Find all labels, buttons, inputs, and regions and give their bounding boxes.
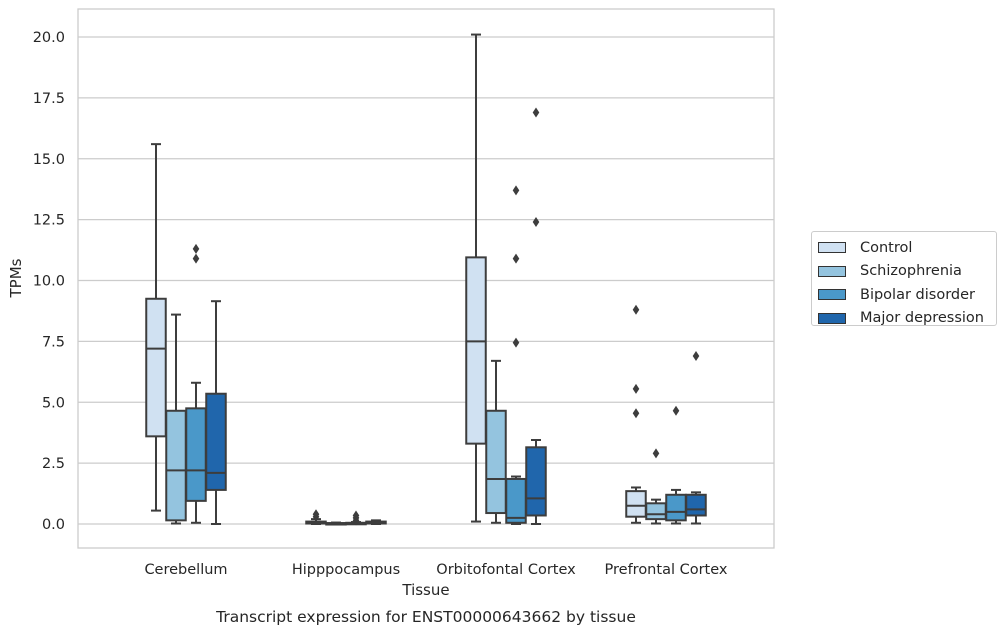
legend-label: Bipolar disorder <box>860 286 975 303</box>
y-tick-label: 5.0 <box>42 395 65 411</box>
y-tick-label: 17.5 <box>33 91 65 107</box>
box-body <box>645 502 667 521</box>
box-body <box>205 392 227 491</box>
box <box>645 448 667 525</box>
legend-swatch <box>818 289 846 301</box>
outlier-point <box>512 253 520 264</box>
outlier-point <box>192 253 200 264</box>
chart-caption: Transcript expression for ENST0000064366… <box>215 608 636 626</box>
y-tick-label: 7.5 <box>42 334 65 350</box>
outlier-point <box>632 408 640 419</box>
x-tick-label: Hipppocampus <box>292 562 400 578</box>
box <box>505 185 527 525</box>
y-tick-label: 15.0 <box>33 152 65 168</box>
y-tick-label: 2.5 <box>42 456 65 472</box>
outlier-point <box>652 448 660 459</box>
box <box>205 300 227 525</box>
outlier-point <box>512 185 520 196</box>
y-tick-labels: 0.0 2.5 5.0 7.5 10.0 12.5 15.0 17.5 20.0 <box>33 30 65 533</box>
plot-frame <box>77 8 775 549</box>
legend-label: Schizophrenia <box>860 263 962 280</box>
box <box>165 313 187 525</box>
box <box>325 521 347 526</box>
legend-item: Major depression <box>818 307 996 331</box>
box <box>665 405 687 525</box>
outlier-point <box>532 107 540 118</box>
box-plot-series <box>145 33 707 526</box>
outlier-point <box>692 350 700 361</box>
x-tick-label: Cerebellum <box>144 562 227 578</box>
legend-item: Schizophrenia <box>818 260 996 284</box>
outlier-point <box>352 510 360 521</box>
outlier-point <box>672 405 680 416</box>
outlier-point <box>192 243 200 254</box>
legend-label: Major depression <box>860 310 984 327</box>
box <box>365 519 387 525</box>
y-axis-label: TPMs <box>7 258 25 298</box>
y-tick-label: 10.0 <box>33 274 65 290</box>
legend-swatch <box>818 312 846 324</box>
legend-swatch <box>818 265 846 277</box>
x-tick-labels: Cerebellum Hipppocampus Orbitofontal Corte… <box>144 562 727 578</box>
box <box>525 107 547 525</box>
legend-swatch <box>818 242 846 254</box>
outlier-point <box>532 217 540 228</box>
box <box>345 510 367 526</box>
legend-label: Control <box>860 239 913 256</box>
box <box>485 359 507 524</box>
x-tick-label: Prefrontal Cortex <box>605 562 728 578</box>
y-tick-label: 12.5 <box>33 213 65 229</box>
box <box>305 509 327 525</box>
box-body <box>665 493 687 522</box>
outlier-point <box>632 304 640 315</box>
x-tick-label: Orbitofontal Cortex <box>436 562 576 578</box>
box-body <box>625 490 647 518</box>
y-tick-label: 0.0 <box>42 517 65 533</box>
outlier-point <box>312 509 320 520</box>
box <box>625 304 647 524</box>
outlier-point <box>512 337 520 348</box>
legend: Control Schizophrenia Bipolar disorder Majo… <box>811 231 997 326</box>
box-body <box>505 477 527 524</box>
y-tick-label: 20.0 <box>33 30 65 46</box>
legend-item: Bipolar disorder <box>818 283 996 307</box>
box <box>685 350 707 525</box>
box-body <box>485 409 507 515</box>
outlier-point <box>632 383 640 394</box>
box-body <box>165 409 187 522</box>
box-body <box>145 297 167 438</box>
box-body <box>525 446 547 517</box>
box-body <box>685 493 707 517</box>
box <box>185 243 207 524</box>
box <box>145 143 167 512</box>
box-body <box>185 407 207 502</box>
box-body <box>465 256 487 445</box>
x-axis-label: Tissue <box>401 581 449 599</box>
box <box>465 33 487 523</box>
legend-item: Control <box>818 236 996 260</box>
